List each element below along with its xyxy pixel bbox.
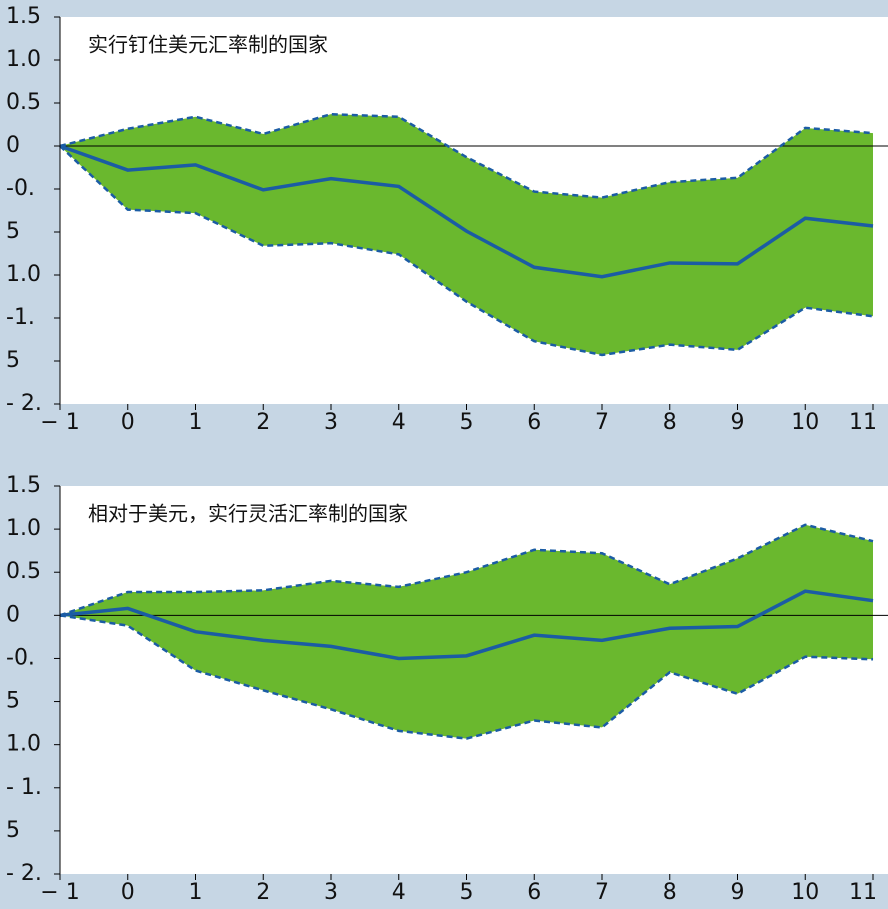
x-tick-label: 7 [595,880,609,905]
x-tick-label: 6 [527,880,541,905]
y-tick-label: 0.5 [6,559,41,584]
x-tick-label: 2 [256,880,270,905]
x-tick-label: 0 [121,410,135,435]
x-tick-label: 1 [189,410,203,435]
y-tick-label: -1. [6,305,35,330]
x-tick-label: 8 [663,880,677,905]
confidence-band [60,524,873,739]
x-tick-label: 5 [460,410,474,435]
x-tick-label: 4 [392,410,406,435]
x-tick-label: 2 [256,410,270,435]
y-tick-label: 5 [6,219,20,244]
x-tick-label: − 1 [40,880,79,905]
x-tick-label: 10 [791,410,819,435]
y-tick-label: 5 [6,818,20,843]
x-tick-label: 9 [731,880,745,905]
x-tick-label: 8 [663,410,677,435]
y-tick-label: - 2. [6,861,42,886]
x-tick-label: 3 [324,410,338,435]
y-tick-label: - 2. [6,391,42,416]
x-tick-label: − 1 [40,410,79,435]
annotation: 实行钉住美元汇率制的国家 [88,33,328,57]
y-tick-label: 1.5 [6,4,41,29]
bound-line [59,112,874,199]
y-tick-label: 0 [6,133,20,158]
bound-line [59,614,874,740]
annotation: 相对于美元，实行灵活汇率制的国家 [88,502,408,526]
y-tick-label: 1.0 [6,262,41,287]
y-tick-label: 1.0 [6,732,41,757]
y-tick-label: 1.0 [6,47,41,72]
central-line [59,144,874,279]
bound-line [59,523,874,617]
y-tick-label: -0. [6,176,35,201]
central-line [59,589,874,661]
y-tick-label: 1.0 [6,516,41,541]
y-tick-label: 0 [6,602,20,627]
x-tick-label: 0 [121,880,135,905]
x-tick-label: 9 [731,410,745,435]
y-tick-label: 5 [6,689,20,714]
x-tick-label: 6 [527,410,541,435]
y-tick-label: -0. [6,645,35,670]
x-tick-label: 5 [460,880,474,905]
y-tick-label: 1.5 [6,473,41,498]
x-tick-label: 10 [791,880,819,905]
y-tick-label: 5 [6,348,20,373]
x-tick-label: 11 [849,410,877,435]
y-tick-label: 0.5 [6,90,41,115]
x-tick-label: 4 [392,880,406,905]
bound-line [59,145,874,357]
x-tick-label: 7 [595,410,609,435]
confidence-band [60,114,873,355]
x-tick-label: 11 [849,880,877,905]
x-tick-label: 3 [324,880,338,905]
y-tick-label: - 1. [6,775,42,800]
x-tick-label: 1 [189,880,203,905]
